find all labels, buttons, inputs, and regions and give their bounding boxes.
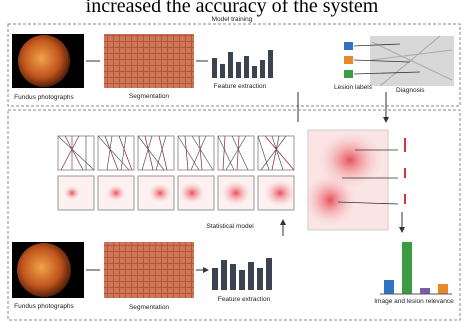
- step-label: Fundus photographs: [14, 303, 74, 310]
- step-label: Fundus photographs: [14, 94, 74, 101]
- model-panels: [58, 136, 296, 210]
- panel-blob: [106, 185, 125, 202]
- training-row: [12, 34, 454, 122]
- panel-blob: [64, 186, 80, 200]
- section-title: Model training: [212, 16, 253, 23]
- step-label: Feature extraction: [214, 83, 267, 90]
- panel-blob: [264, 180, 296, 207]
- panel-blob: [179, 182, 205, 204]
- testing-row: [12, 242, 452, 298]
- step-label: Lesion labels: [334, 84, 373, 91]
- step-label: Diagnosis: [396, 87, 425, 94]
- step-label: Feature extraction: [218, 296, 271, 303]
- diagram: increased the accuracy of the system Mod…: [0, 0, 464, 321]
- step-label: Segmentation: [129, 304, 169, 311]
- model-label: Statistical model: [206, 223, 254, 230]
- step-label: Segmentation: [129, 93, 169, 100]
- caption: increased the accuracy of the system: [86, 0, 379, 17]
- relevance-image: [283, 130, 406, 236]
- output-label: Image and lesion relevance: [374, 298, 454, 305]
- panel-blob: [222, 181, 251, 205]
- panel-blob: [149, 183, 171, 202]
